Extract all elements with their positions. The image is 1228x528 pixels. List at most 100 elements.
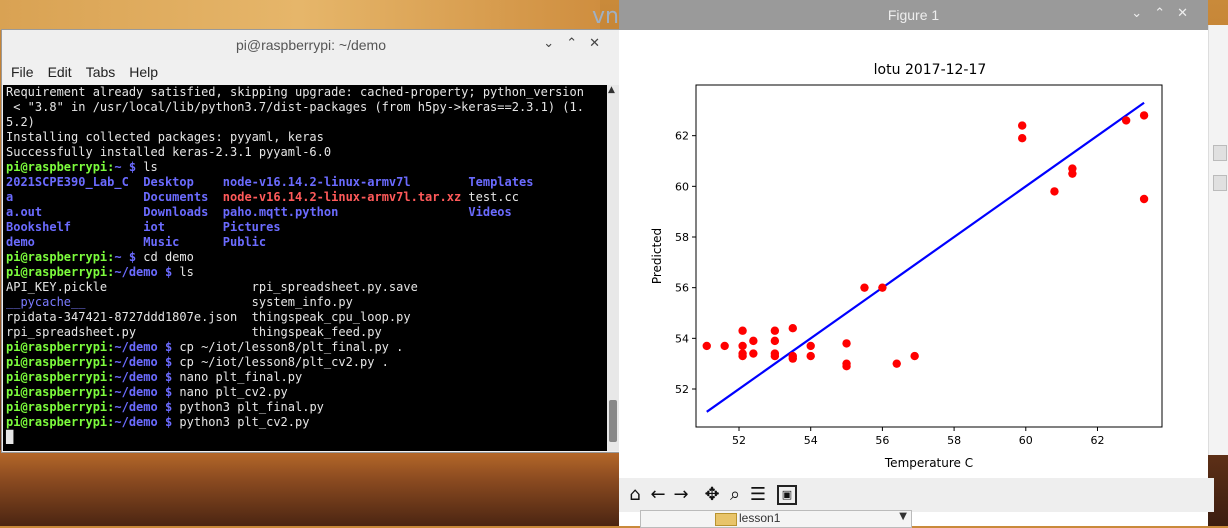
data-point	[738, 326, 747, 335]
terminal-text-segment: paho.mqtt.python	[222, 205, 339, 219]
menu-edit[interactable]: Edit	[47, 64, 72, 80]
terminal-text-segment: cp ~/iot/lesson8/plt_final.py .	[172, 340, 404, 354]
figure-title-bar[interactable]: Figure 1 ⌄⌃✕	[619, 0, 1208, 30]
data-point	[720, 341, 729, 351]
menu-tabs[interactable]: Tabs	[85, 64, 116, 80]
y-tick-label: 52	[675, 383, 689, 396]
terminal-text-segment: rpi_spreadsheet.py thingspeak_feed.py	[6, 325, 382, 339]
maximize-icon[interactable]: ⌃	[566, 36, 590, 51]
y-tick-label: 54	[675, 332, 689, 345]
terminal-line: pi@raspberrypi:~/demo $ python3 plt_cv2.…	[6, 415, 607, 430]
terminal-line: a.out Downloads paho.mqtt.python Videos	[6, 205, 607, 220]
terminal-text-segment: nano plt_cv2.py	[172, 385, 288, 399]
terminal-line: API_KEY.pickle rpi_spreadsheet.py.save	[6, 280, 607, 295]
terminal-text-segment: pi@raspberrypi:	[6, 340, 115, 354]
terminal-text-segment: ~/demo $	[114, 370, 173, 384]
chevron-down-icon[interactable]: ▼	[899, 511, 907, 522]
y-tick-label: 58	[675, 231, 689, 244]
forward-icon[interactable]: →	[673, 484, 689, 505]
terminal-title-bar[interactable]: pi@raspberrypi: ~/demo ⌄⌃✕	[2, 30, 620, 60]
data-point	[1139, 111, 1149, 120]
data-point	[1068, 169, 1077, 178]
figure-window-controls: ⌄⌃✕	[1131, 6, 1200, 21]
terminal-menubar: File Edit Tabs Help	[2, 60, 620, 84]
terminal-text-segment: Downloads	[143, 205, 209, 219]
terminal-text-segment: ~/demo $	[114, 340, 173, 354]
terminal-text-segment: Music	[143, 235, 180, 249]
regression-line	[706, 101, 1145, 413]
terminal-text-segment	[13, 190, 143, 204]
maximize-icon[interactable]: ⌃	[1154, 6, 1178, 21]
terminal-line: rpi_spreadsheet.py thingspeak_feed.py	[6, 325, 607, 340]
terminal-text-segment: pi@raspberrypi:	[6, 370, 115, 384]
terminal-line: pi@raspberrypi:~/demo $ cp ~/iot/lesson8…	[6, 355, 607, 370]
data-point	[702, 341, 711, 351]
terminal-text-segment: Videos	[468, 205, 512, 219]
terminal-line: < "3.8" in /usr/local/lib/python3.7/dist…	[6, 100, 607, 115]
terminal-output[interactable]: Requirement already satisfied, skipping …	[3, 85, 607, 451]
data-point	[892, 359, 901, 368]
terminal-line: 2021SCPE390_Lab_C Desktop node-v16.14.2-…	[6, 175, 607, 190]
terminal-text-segment: a	[6, 190, 14, 204]
terminal-text-segment: Documents	[143, 190, 209, 204]
terminal-line: pi@raspberrypi:~/demo $ cp ~/iot/lesson8…	[6, 340, 607, 355]
data-point	[788, 324, 797, 333]
terminal-text-segment: ls	[136, 160, 158, 174]
y-tick-label: 60	[675, 180, 689, 193]
terminal-line: Installing collected packages: pyyaml, k…	[6, 130, 607, 145]
terminal-text-segment: rpidata-347421-8727ddd1807e.json thingsp…	[6, 310, 411, 324]
terminal-line: pi@raspberrypi:~/demo $ nano plt_final.p…	[6, 370, 607, 385]
terminal-text-segment: cp ~/iot/lesson8/plt_cv2.py .	[172, 355, 389, 369]
x-tick-label: 62	[1090, 434, 1104, 447]
terminal-text-segment	[129, 175, 143, 189]
terminal-scrollbar[interactable]: ▲	[607, 85, 619, 451]
terminal-text-segment: ls	[172, 265, 194, 279]
back-icon[interactable]: ←	[650, 484, 666, 505]
terminal-text-segment	[35, 235, 143, 249]
terminal-text-segment: demo	[6, 235, 35, 249]
data-point	[842, 362, 851, 371]
data-point	[749, 349, 758, 358]
chart-title: lotu 2017-12-17	[874, 62, 987, 78]
scrollbar-thumb[interactable]	[609, 400, 617, 442]
minimize-icon[interactable]: ⌄	[1131, 6, 1155, 21]
save-icon[interactable]: ▣	[777, 485, 797, 505]
home-icon[interactable]: ⌂	[629, 484, 641, 505]
data-point	[1018, 134, 1027, 143]
data-point	[1121, 116, 1131, 125]
configure-icon[interactable]: ☰	[749, 484, 767, 505]
figure-toolbar: ⌂ ← → ✥ ⌕ ☰ ▣	[619, 478, 1214, 512]
menu-file[interactable]: File	[11, 64, 34, 80]
data-point	[806, 351, 815, 361]
zoom-icon[interactable]: ⌕	[729, 484, 741, 505]
terminal-text-segment: pi@raspberrypi:	[6, 160, 115, 174]
terminal-text-segment: __pycache__	[6, 295, 86, 309]
terminal-line: rpidata-347421-8727ddd1807e.json thingsp…	[6, 310, 607, 325]
terminal-text-segment: Installing collected packages: pyyaml, k…	[6, 130, 324, 144]
close-icon[interactable]: ✕	[589, 36, 612, 51]
terminal-text-segment: node-v16.14.2-linux-armv7l	[222, 175, 411, 189]
terminal-text-segment: ~ $	[114, 160, 137, 174]
terminal-text-segment: pi@raspberrypi:	[6, 265, 115, 279]
data-point	[770, 326, 780, 335]
data-point	[860, 283, 869, 292]
y-axis-label: Predicted	[650, 228, 664, 284]
folder-selector[interactable]: lesson1 ▼	[640, 510, 912, 528]
menu-help[interactable]: Help	[129, 64, 159, 80]
terminal-line: Requirement already satisfied, skipping …	[6, 85, 607, 100]
y-tick-label: 56	[675, 282, 689, 295]
terminal-text-segment	[208, 205, 222, 219]
vnc-logo-fragment: vn	[592, 4, 619, 29]
minimize-icon[interactable]: ⌄	[543, 36, 567, 51]
desktop-background-top	[0, 0, 600, 30]
figure-title: Figure 1	[887, 7, 940, 23]
scroll-up-icon[interactable]: ▲	[608, 85, 615, 95]
terminal-line: Bookshelf iot Pictures	[6, 220, 607, 235]
data-point	[749, 336, 758, 346]
data-point	[1139, 194, 1149, 204]
terminal-text-segment: < "3.8" in /usr/local/lib/python3.7/dist…	[6, 100, 584, 114]
terminal-text-segment: system_info.py	[85, 295, 353, 309]
data-point	[806, 341, 815, 351]
pan-icon[interactable]: ✥	[704, 484, 720, 505]
close-icon[interactable]: ✕	[1177, 6, 1200, 21]
